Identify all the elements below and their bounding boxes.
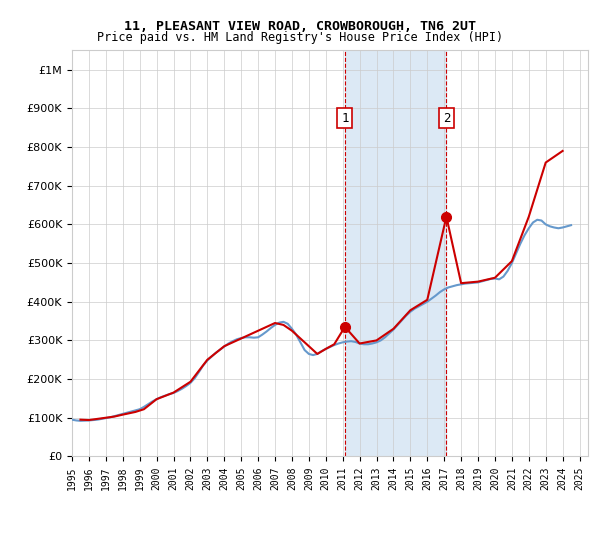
Text: 1: 1 xyxy=(341,111,349,124)
Text: Price paid vs. HM Land Registry's House Price Index (HPI): Price paid vs. HM Land Registry's House … xyxy=(97,31,503,44)
Text: 2: 2 xyxy=(443,111,450,124)
Text: 11, PLEASANT VIEW ROAD, CROWBOROUGH, TN6 2UT: 11, PLEASANT VIEW ROAD, CROWBOROUGH, TN6… xyxy=(124,20,476,32)
Bar xyxy=(345,50,446,456)
